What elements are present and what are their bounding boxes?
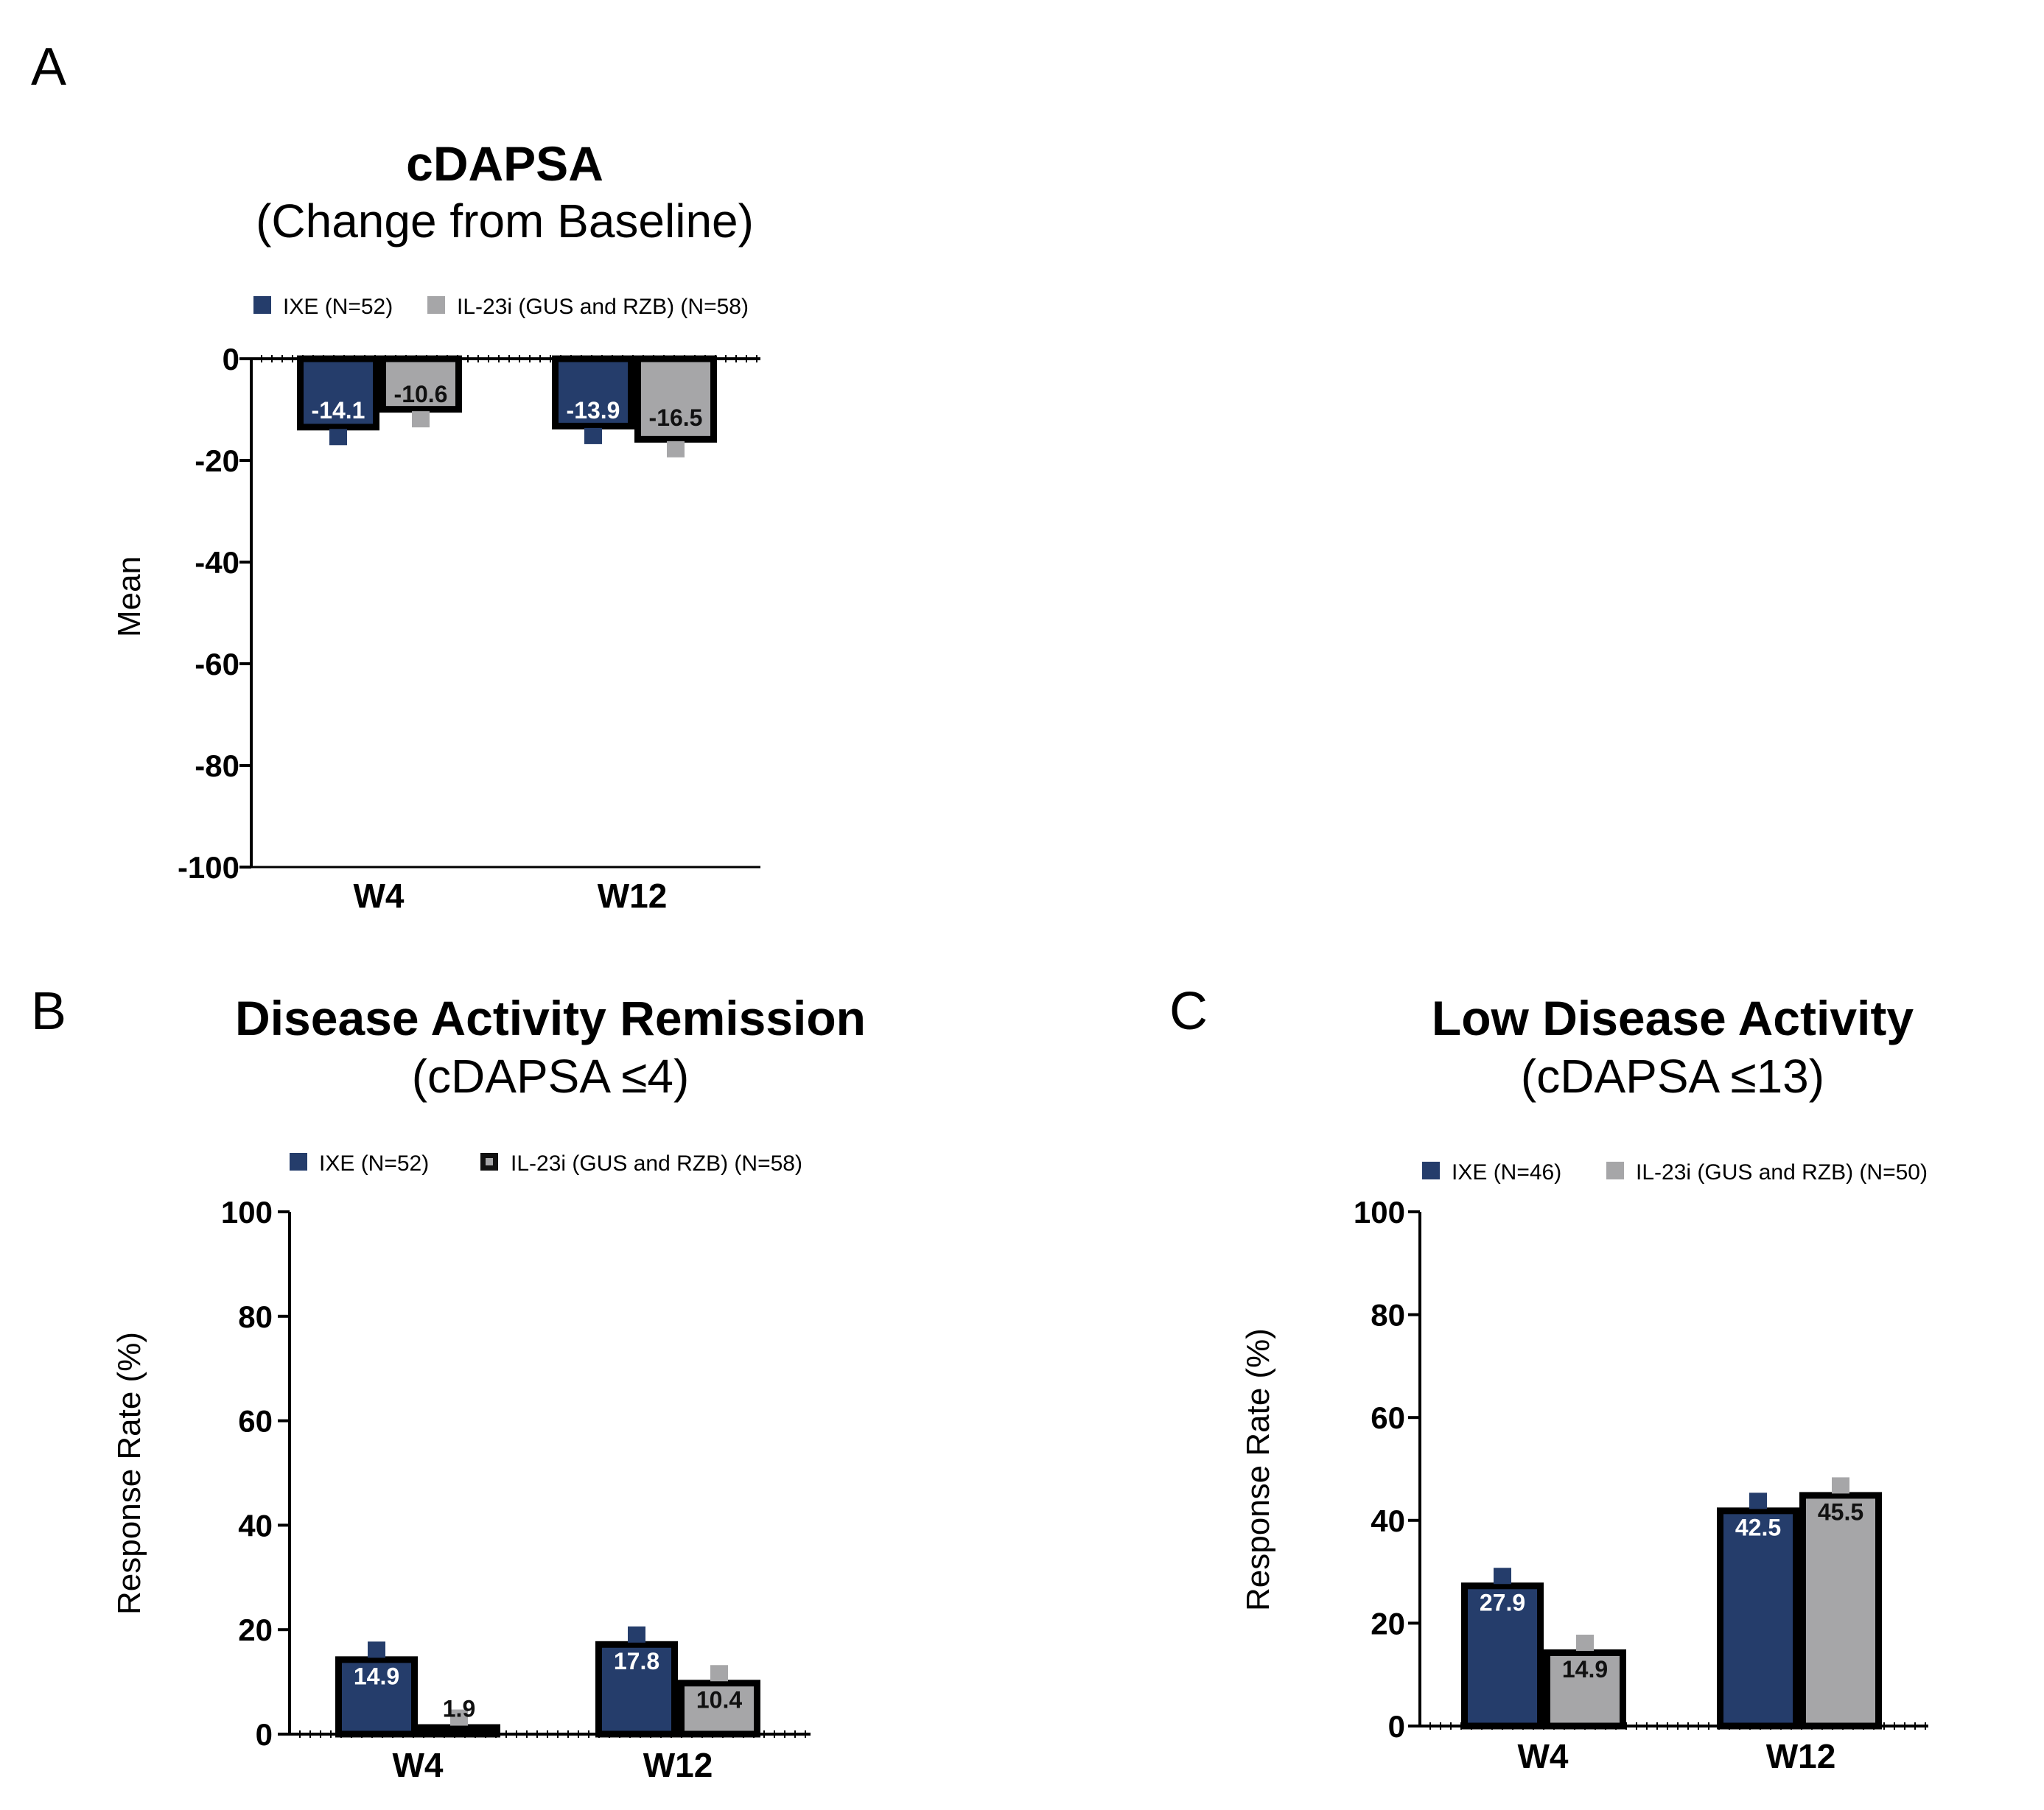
y-tick-label: -80 xyxy=(195,748,239,783)
panel-letter: A xyxy=(31,38,66,97)
y-tick-label: -100 xyxy=(178,850,239,885)
error-cap xyxy=(368,1641,385,1658)
data-label: 27.9 xyxy=(1480,1589,1525,1616)
data-label: -14.1 xyxy=(312,397,365,424)
bar-ixe-w4 xyxy=(1461,1582,1544,1730)
y-tick-label: 100 xyxy=(1354,1195,1405,1230)
y-axis-label: Response Rate (%) xyxy=(1240,1328,1276,1611)
legend-marker-ixe xyxy=(253,296,271,314)
data-label: -13.9 xyxy=(567,397,620,424)
x-tick-label: W12 xyxy=(598,877,668,915)
legend-marker-il23-inner xyxy=(486,1158,493,1165)
bar-ixe-w12 xyxy=(552,355,634,429)
y-tick-label: 60 xyxy=(238,1404,273,1439)
x-tick-label: W12 xyxy=(1766,1737,1836,1775)
bar-ixe-w4 xyxy=(297,355,379,431)
legend-label: IXE (N=52) xyxy=(283,295,393,319)
bar-il23-w12 xyxy=(678,1680,760,1738)
chart-subtitle: (Change from Baseline) xyxy=(256,194,754,248)
x-tick-label: W4 xyxy=(393,1746,444,1784)
y-tick-label: 60 xyxy=(1371,1400,1405,1435)
chart-subtitle: (cDAPSA ≤4) xyxy=(412,1050,690,1103)
y-tick-label: 20 xyxy=(238,1613,273,1647)
data-label: -16.5 xyxy=(649,404,703,431)
y-tick-label: 40 xyxy=(238,1508,273,1543)
legend-marker-ixe xyxy=(1422,1162,1440,1179)
bar-il23-w12 xyxy=(1799,1492,1882,1730)
legend-label: IL-23i (GUS and RZB) (N=58) xyxy=(457,295,749,319)
data-label: 45.5 xyxy=(1818,1498,1863,1525)
chart-title: Disease Activity Remission xyxy=(235,991,866,1045)
chart-panel-b: B Disease Activity Remission(cDAPSA ≤4) IX… xyxy=(31,982,866,1784)
legend-label: IXE (N=52) xyxy=(319,1151,429,1176)
bar-il23-w4 xyxy=(379,355,462,413)
chart-title: cDAPSA xyxy=(406,136,603,191)
data-label: 17.8 xyxy=(614,1648,659,1674)
error-cap xyxy=(1494,1568,1511,1585)
y-tick-label: 40 xyxy=(1371,1504,1405,1538)
x-tick-label: W4 xyxy=(1518,1737,1569,1775)
legend-label: IXE (N=46) xyxy=(1452,1160,1561,1185)
data-label: 42.5 xyxy=(1735,1514,1781,1540)
y-tick-label: -20 xyxy=(195,443,239,478)
panel-letter: C xyxy=(1169,982,1208,1041)
bar-il23-w4 xyxy=(1544,1649,1626,1730)
error-cap xyxy=(329,429,347,446)
error-cap xyxy=(584,427,602,444)
legend-marker-il23 xyxy=(1606,1162,1624,1179)
legend-label: IL-23i (GUS and RZB) (N=50) xyxy=(1636,1160,1928,1185)
data-label: 10.4 xyxy=(696,1686,742,1713)
y-tick-label: 20 xyxy=(1371,1606,1405,1641)
bar-ixe-w12 xyxy=(1717,1507,1799,1730)
error-cap xyxy=(450,1709,468,1726)
bar-il23-w12 xyxy=(634,355,717,443)
data-label: 14.9 xyxy=(354,1663,399,1689)
chart-title: Low Disease Activity xyxy=(1432,991,1914,1045)
y-tick-label: 0 xyxy=(223,342,239,376)
error-cap xyxy=(1832,1477,1849,1494)
y-tick-label: 0 xyxy=(1388,1709,1405,1744)
bar-ixe-w12 xyxy=(595,1641,678,1738)
data-label: 1.9 xyxy=(443,1696,475,1722)
chart-panel-c: C Low Disease Activity(cDAPSA ≤13) IXE (N=… xyxy=(1169,982,1928,1775)
legend-marker-il23 xyxy=(427,296,445,314)
data-label: 14.9 xyxy=(1562,1656,1608,1683)
error-cap xyxy=(667,441,685,457)
legend-label: IL-23i (GUS and RZB) (N=58) xyxy=(511,1151,802,1176)
error-cap xyxy=(1749,1492,1767,1509)
y-axis-label: Mean xyxy=(111,556,147,637)
y-tick-label: 80 xyxy=(1371,1298,1405,1333)
error-cap xyxy=(1576,1634,1594,1651)
x-tick-label: W4 xyxy=(354,877,405,915)
y-tick-label: -60 xyxy=(195,647,239,681)
data-label: -10.6 xyxy=(394,381,448,407)
error-cap xyxy=(628,1626,645,1643)
y-tick-label: 0 xyxy=(256,1717,273,1752)
bar-ixe-w4 xyxy=(335,1656,418,1738)
panel-letter: B xyxy=(31,982,66,1041)
error-cap xyxy=(710,1665,728,1682)
chart-subtitle: (cDAPSA ≤13) xyxy=(1521,1050,1824,1103)
legend-marker-ixe xyxy=(290,1153,307,1171)
y-tick-label: -40 xyxy=(195,545,239,580)
bar-il23-w4 xyxy=(418,1724,500,1738)
x-tick-label: W12 xyxy=(643,1746,713,1784)
y-tick-label: 100 xyxy=(221,1195,273,1230)
y-axis-label: Response Rate (%) xyxy=(111,1332,147,1615)
y-tick-label: 80 xyxy=(238,1299,273,1334)
error-cap xyxy=(412,411,430,428)
